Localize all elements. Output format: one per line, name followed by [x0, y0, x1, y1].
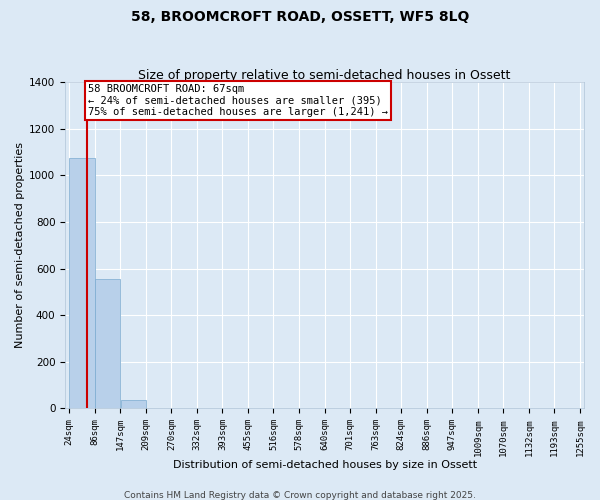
- X-axis label: Distribution of semi-detached houses by size in Ossett: Distribution of semi-detached houses by …: [173, 460, 477, 470]
- Bar: [121, 400, 146, 408]
- Y-axis label: Number of semi-detached properties: Number of semi-detached properties: [15, 142, 25, 348]
- Bar: [70, 158, 95, 408]
- Title: Size of property relative to semi-detached houses in Ossett: Size of property relative to semi-detach…: [139, 69, 511, 82]
- Text: 58, BROOMCROFT ROAD, OSSETT, WF5 8LQ: 58, BROOMCROFT ROAD, OSSETT, WF5 8LQ: [131, 10, 469, 24]
- Text: Contains HM Land Registry data © Crown copyright and database right 2025.: Contains HM Land Registry data © Crown c…: [124, 490, 476, 500]
- Text: 58 BROOMCROFT ROAD: 67sqm
← 24% of semi-detached houses are smaller (395)
75% of: 58 BROOMCROFT ROAD: 67sqm ← 24% of semi-…: [88, 84, 388, 117]
- Bar: [95, 279, 120, 408]
